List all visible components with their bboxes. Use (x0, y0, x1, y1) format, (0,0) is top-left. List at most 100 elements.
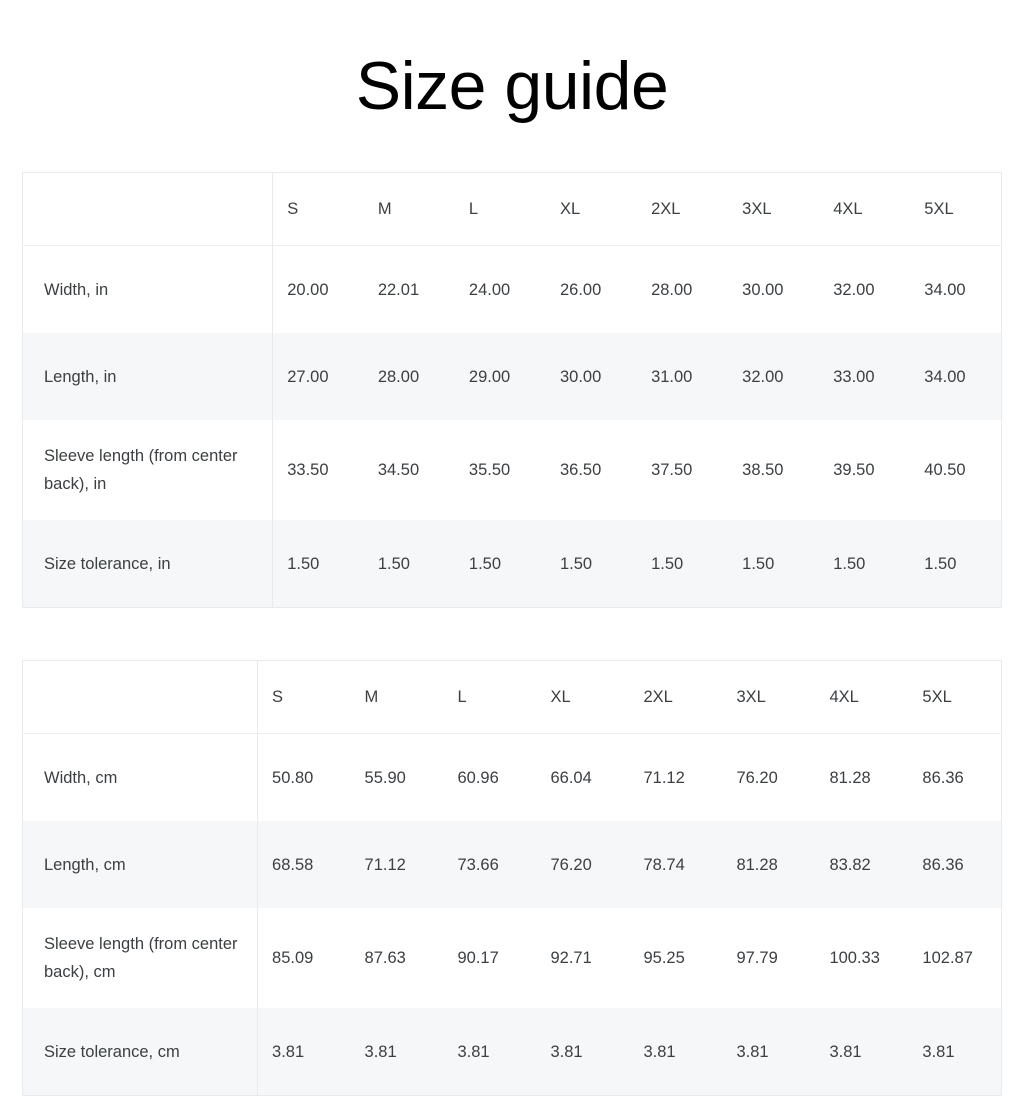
cell-value: 32.00 (728, 333, 820, 420)
cell-value: 33.00 (819, 333, 911, 420)
table-row: Length, cm 68.58 71.12 73.66 76.20 78.74… (22, 821, 1002, 908)
cell-value: 68.58 (257, 821, 351, 908)
table-centimeters-header-row: S M L XL 2XL 3XL 4XL 5XL (22, 660, 1002, 734)
cell-value: 50.80 (272, 768, 314, 787)
table-inches-col-header-3xl: 3XL (742, 200, 772, 218)
cell-value: 36.50 (559, 461, 602, 479)
table-inches-col-header-l: L (468, 200, 479, 218)
cell-value: 66.04 (550, 768, 592, 787)
cell-value: 95.25 (643, 949, 685, 967)
page-title: Size guide (355, 48, 669, 124)
table-inches-body: Width, in 20.00 22.01 24.00 26.00 28.00 … (22, 245, 1002, 608)
cell-value: 34.00 (910, 333, 1002, 420)
cell-value: 3.81 (536, 1008, 630, 1096)
cell-value: 85.09 (272, 949, 314, 967)
table-row: Width, in 20.00 22.01 24.00 26.00 28.00 … (22, 245, 1002, 333)
table-centimeters-col-header-l: L (457, 688, 467, 706)
cell-value: 28.00 (651, 280, 693, 299)
table-inches-header-row: S M L XL 2XL 3XL 4XL 5XL (22, 172, 1002, 246)
table-centimeters-col-header-xl: XL (550, 688, 571, 706)
table-inches-head: S M L XL 2XL 3XL 4XL 5XL (22, 172, 1002, 246)
cell-value: 60.96 (457, 768, 499, 787)
cell-value: 73.66 (443, 821, 537, 908)
table-centimeters-col-header-3xl: 3XL (736, 688, 766, 706)
row-label: Width, in (22, 245, 274, 333)
table-inches-col-header-4xl: 4XL (833, 200, 863, 218)
table-centimeters-col-header-s: S (272, 688, 284, 706)
table-inches-col-header-5xl: 5XL (924, 200, 954, 218)
table-inches-col-header-s: S (287, 200, 299, 218)
cell-value: 34.50 (377, 461, 420, 479)
table-centimeters-head: S M L XL 2XL 3XL 4XL 5XL (22, 660, 1002, 734)
cell-value: 81.28 (722, 821, 816, 908)
cell-value: 32.00 (833, 280, 875, 299)
cell-value: 24.00 (468, 280, 511, 299)
cell-value: 1.50 (545, 520, 638, 608)
table-inches-col-header-m: M (377, 200, 392, 218)
row-label: Length, in (22, 333, 274, 420)
cell-value: 76.20 (736, 768, 778, 787)
cell-value: 20.00 (287, 280, 329, 299)
row-label: Width, cm (22, 733, 259, 821)
cell-value: 86.36 (922, 768, 964, 787)
table-centimeters-col-header-4xl: 4XL (829, 688, 859, 706)
cell-value: 40.50 (924, 461, 966, 479)
cell-value: 3.81 (815, 1008, 909, 1096)
cell-value: 78.74 (629, 821, 723, 908)
cell-value: 34.00 (924, 280, 966, 299)
row-label: Size tolerance, in (22, 520, 274, 608)
row-label: Sleeve length (from center back), cm (22, 908, 259, 1008)
cell-value: 30.00 (545, 333, 638, 420)
cell-value: 3.81 (629, 1008, 723, 1096)
cell-value: 3.81 (722, 1008, 816, 1096)
cell-value: 76.20 (536, 821, 630, 908)
table-inches-col-header-2xl: 2XL (651, 200, 681, 218)
table-centimeters-col-header-m: M (364, 688, 379, 706)
table-centimeters-body: Width, cm 50.80 55.90 60.96 66.04 71.12 … (22, 733, 1002, 1096)
cell-value: 1.50 (819, 520, 911, 608)
cell-value: 3.81 (257, 1008, 351, 1096)
cell-value: 83.82 (815, 821, 909, 908)
size-table-inches: S M L XL 2XL 3XL 4XL 5XL Width, in 20.00… (22, 172, 1002, 608)
table-centimeters-col-header-5xl: 5XL (922, 688, 952, 706)
cell-value: 29.00 (454, 333, 546, 420)
cell-value: 31.00 (637, 333, 729, 420)
cell-value: 87.63 (364, 949, 406, 967)
size-tables-container: S M L XL 2XL 3XL 4XL 5XL Width, in 20.00… (0, 172, 1024, 1096)
cell-value: 90.17 (457, 949, 499, 967)
cell-value: 102.87 (922, 949, 973, 967)
cell-value: 35.50 (468, 461, 511, 479)
cell-value: 30.00 (742, 280, 784, 299)
row-label: Sleeve length (from center back), in (22, 420, 274, 520)
cell-value: 55.90 (364, 768, 406, 787)
cell-value: 97.79 (736, 949, 778, 967)
cell-value: 38.50 (742, 461, 784, 479)
table-row: Width, cm 50.80 55.90 60.96 66.04 71.12 … (22, 733, 1002, 821)
cell-value: 27.00 (272, 333, 364, 420)
cell-value: 1.50 (272, 520, 364, 608)
cell-value: 81.28 (829, 768, 871, 787)
size-table-centimeters: S M L XL 2XL 3XL 4XL 5XL Width, cm 50.80… (22, 660, 1002, 1096)
table-inches-corner-cell (22, 172, 274, 246)
size-guide-page: Size guide S M L XL 2XL 3XL 4XL 5XL (22, 48, 1002, 1096)
row-label: Size tolerance, cm (22, 1008, 259, 1096)
cell-value: 28.00 (363, 333, 455, 420)
table-centimeters-corner-cell (22, 660, 259, 734)
cell-value: 3.81 (350, 1008, 444, 1096)
cell-value: 1.50 (363, 520, 455, 608)
cell-value: 100.33 (829, 949, 880, 967)
cell-value: 71.12 (350, 821, 444, 908)
row-label: Length, cm (22, 821, 259, 908)
cell-value: 33.50 (287, 461, 329, 479)
cell-value: 22.01 (377, 280, 420, 299)
cell-value: 1.50 (728, 520, 820, 608)
cell-value: 3.81 (908, 1008, 1002, 1096)
table-inches-col-header-xl: XL (559, 200, 581, 218)
cell-value: 3.81 (443, 1008, 537, 1096)
table-row: Length, in 27.00 28.00 29.00 30.00 31.00… (22, 333, 1002, 420)
cell-value: 71.12 (643, 768, 685, 787)
cell-value: 39.50 (833, 461, 875, 479)
cell-value: 1.50 (637, 520, 729, 608)
cell-value: 37.50 (651, 461, 693, 479)
cell-value: 1.50 (454, 520, 546, 608)
